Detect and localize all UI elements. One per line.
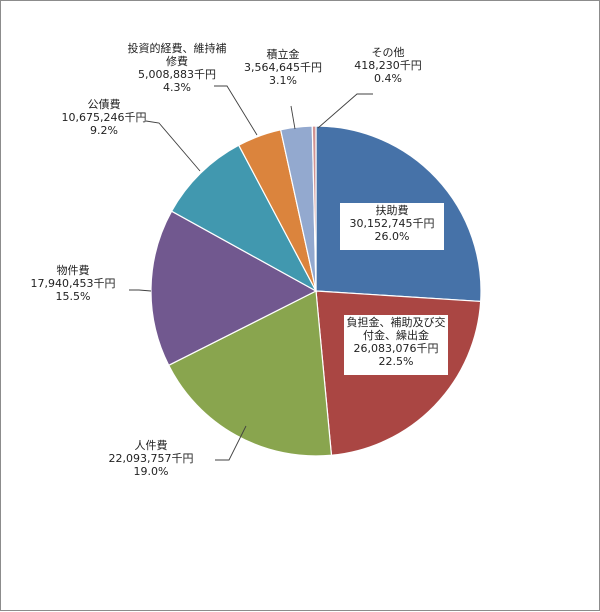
slice-value-label: 5,008,883千円 xyxy=(138,68,216,81)
slice-name-label: 人件費 xyxy=(135,438,168,452)
pie-slices xyxy=(150,125,482,457)
slice-value-label: 10,675,246千円 xyxy=(62,111,147,124)
pie-slice xyxy=(150,210,318,367)
slice-percent-label: 15.5% xyxy=(56,290,91,303)
label-background xyxy=(340,203,444,250)
leader-line xyxy=(214,85,258,136)
slice-name-label: 積立金 xyxy=(267,47,300,61)
slice-value-label: 30,152,745千円 xyxy=(350,217,435,230)
slice-value-label: 22,093,757千円 xyxy=(109,452,194,465)
slice-percent-label: 0.4% xyxy=(374,72,402,85)
leader-line xyxy=(317,93,373,129)
slice-percent-label: 3.1% xyxy=(269,74,297,87)
slice-value-label: 26,083,076千円 xyxy=(354,342,439,355)
slice-name-label: 公債費 xyxy=(88,97,121,111)
slice-percent-label: 26.0% xyxy=(375,230,410,243)
leader-lines xyxy=(129,85,373,461)
pie-slice xyxy=(311,125,317,292)
slice-name-label: その他 xyxy=(372,46,405,59)
slice-name-label: 付金、繰出金 xyxy=(363,328,429,342)
leader-line xyxy=(129,289,152,292)
leader-line xyxy=(290,105,296,130)
slice-name-label: 修費 xyxy=(166,54,188,68)
leader-line xyxy=(145,120,201,172)
slice-name-label: 負担金、補助及び交 xyxy=(347,315,446,329)
slice-name-label: 物件費 xyxy=(57,263,90,277)
slice-value-label: 418,230千円 xyxy=(354,59,422,72)
pie-slice xyxy=(170,144,318,293)
slice-name-label: 投資的経費、維持補 xyxy=(128,41,227,55)
slice-name-label: 扶助費 xyxy=(376,203,409,217)
pie-slice xyxy=(167,290,333,457)
slice-percent-label: 9.2% xyxy=(90,124,118,137)
slice-value-label: 17,940,453千円 xyxy=(31,277,116,290)
slice-percent-label: 19.0% xyxy=(134,465,169,478)
leader-line xyxy=(215,425,247,461)
slice-value-label: 3,564,645千円 xyxy=(244,61,322,74)
label-background xyxy=(344,315,448,375)
slice-percent-label: 4.3% xyxy=(163,81,191,94)
slice-percent-label: 22.5% xyxy=(379,355,414,368)
